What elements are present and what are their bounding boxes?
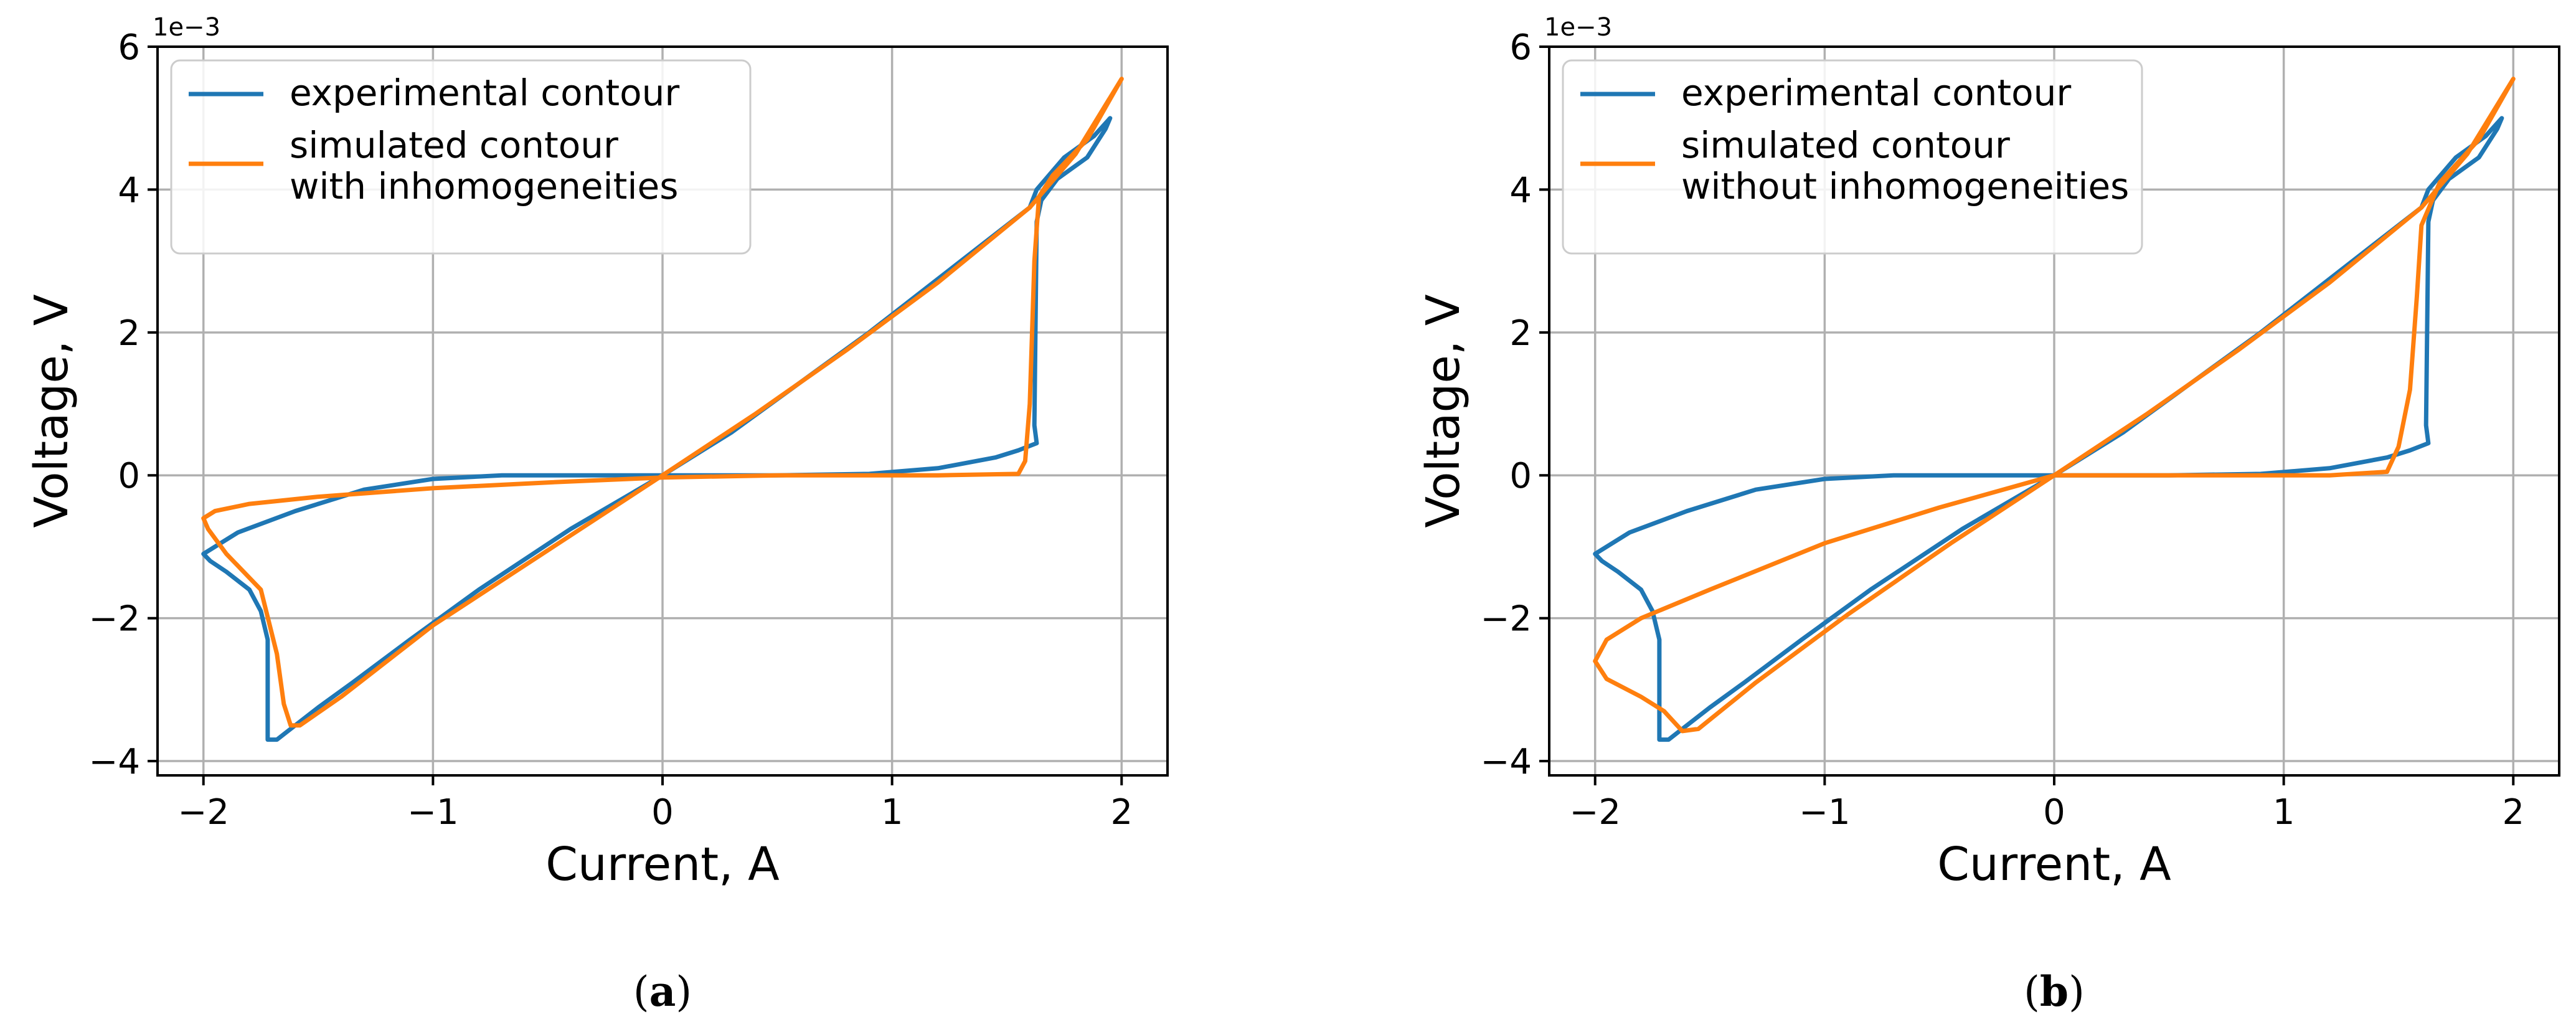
panel-label: (b): [2024, 967, 2085, 1016]
x-tick-label: −1: [407, 792, 459, 833]
legend-label-simulated: simulated contour without inhomogeneities: [1681, 124, 2129, 207]
y-tick-label: −4: [1480, 742, 1532, 782]
legend: experimental contour simulated contour wit…: [1562, 59, 2143, 255]
y-tick-label: 2: [118, 313, 140, 354]
y-axis-label: Voltage, V: [1417, 294, 1470, 528]
y-tick-label: −4: [88, 742, 140, 782]
x-axis-label: Current, A: [1937, 838, 2171, 891]
panel-label: (a): [633, 967, 692, 1016]
y-tick-label: 6: [118, 27, 140, 68]
x-tick-label: 1: [2273, 792, 2295, 833]
legend: experimental contour simulated contour wit…: [170, 59, 752, 255]
x-tick-label: −1: [1799, 792, 1851, 833]
y-tick-label: 2: [1509, 313, 1532, 354]
chart-panel-a: −2 −1 0 1 2 −4 −2 0 2 4 6 1e−3 Current, A Voltage, V e…: [25, 13, 1169, 1016]
x-tick-label: −2: [177, 792, 229, 833]
series-group: [1593, 77, 2516, 742]
y-tick-label: 6: [1509, 27, 1532, 68]
x-tick-label: 0: [651, 792, 674, 833]
y-scale-note: 1e−3: [153, 13, 220, 42]
x-tick-label: −2: [1569, 792, 1621, 833]
y-tick-label: 0: [118, 456, 140, 496]
legend-label-experimental: experimental contour: [290, 72, 679, 114]
x-tick-label: 1: [881, 792, 903, 833]
x-tick-label: 2: [2502, 792, 2524, 833]
y-scale-note: 1e−3: [1544, 13, 1612, 42]
x-axis-label: Current, A: [545, 838, 780, 891]
y-axis-label: Voltage, V: [25, 294, 78, 528]
series-group: [201, 77, 1124, 742]
series-line-simulated: [1593, 77, 2516, 734]
legend-label-simulated: simulated contour with inhomogeneities: [290, 124, 678, 207]
y-tick-label: −2: [1480, 599, 1532, 640]
series-line-simulated: [201, 77, 1124, 728]
legend-box: [1562, 59, 2143, 255]
y-tick-label: 0: [1509, 456, 1532, 496]
legend-box: [170, 59, 752, 255]
legend-label-experimental: experimental contour: [1681, 72, 2071, 114]
x-tick-label: 0: [2043, 792, 2065, 833]
y-tick-label: 4: [1509, 170, 1532, 211]
x-tick-label: 2: [1110, 792, 1133, 833]
y-tick-label: 4: [118, 170, 140, 211]
chart-panel-b: −2 −1 0 1 2 −4 −2 0 2 4 6 1e−3 Current, A Voltage, V e…: [1417, 13, 2560, 1016]
y-tick-label: −2: [88, 599, 140, 640]
